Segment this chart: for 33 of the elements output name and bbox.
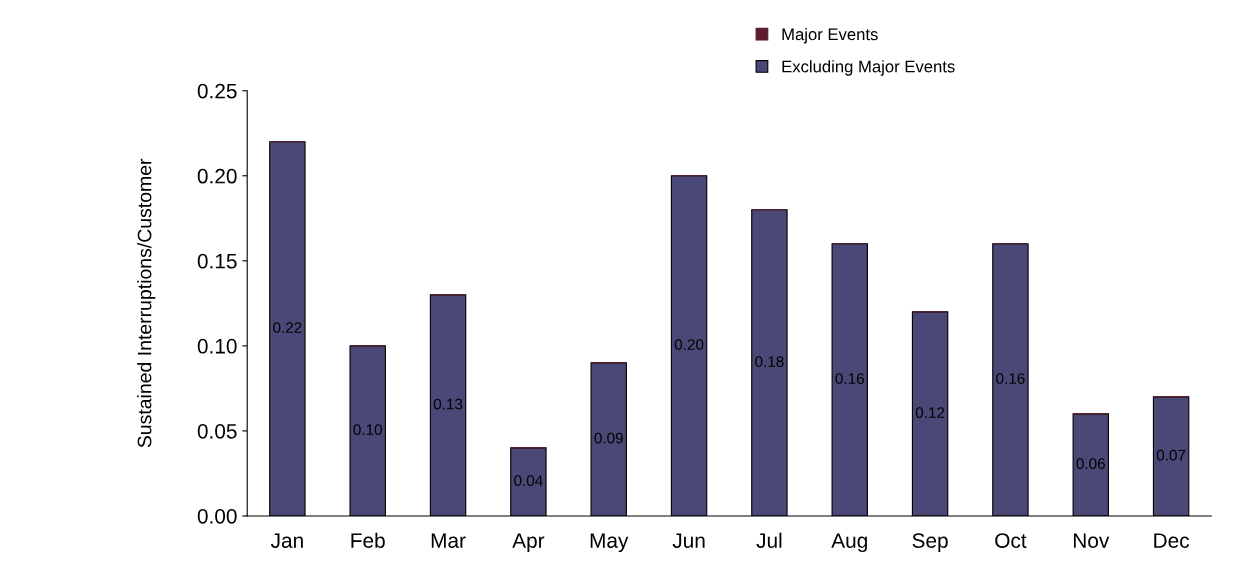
y-axis-title: Sustained Interruptions/Customer: [137, 158, 156, 448]
x-tick-label: Aug: [831, 533, 867, 553]
x-tick-label: Jul: [756, 532, 782, 548]
legend-label: Major Events: [782, 27, 878, 44]
y-tick-label: 0.10: [197, 338, 237, 354]
data-label: 0.16: [835, 373, 864, 384]
data-label: 0.07: [1156, 449, 1186, 461]
legend-label: Excluding Major Events: [782, 60, 955, 76]
data-label: 0.20: [674, 339, 704, 350]
data-label: 0.13: [433, 398, 463, 410]
data-label: 0.09: [594, 432, 623, 444]
data-label: 0.16: [996, 373, 1025, 384]
data-label: 0.04: [514, 475, 543, 487]
data-label: 0.06: [1076, 458, 1105, 470]
x-tick-label: Jun: [672, 533, 705, 548]
x-tick-label: May: [590, 533, 629, 553]
y-tick-label: 0.20: [197, 168, 237, 184]
x-tick-label: Apr: [512, 533, 545, 553]
data-label: 0.18: [755, 356, 784, 367]
x-tick-label: Oct: [995, 533, 1027, 548]
y-tick-label: 0.00: [197, 508, 237, 524]
y-tick-label: 0.15: [197, 253, 237, 269]
x-tick-label: Mar: [431, 533, 466, 548]
y-tick-label: 0.05: [197, 423, 237, 439]
data-label: 0.10: [353, 424, 382, 436]
x-tick-label: Nov: [1073, 533, 1110, 548]
x-tick-label: Jan: [270, 533, 303, 548]
x-tick-label: Dec: [1154, 533, 1190, 548]
y-tick-label: 0.25: [197, 83, 237, 99]
x-tick-label: Sep: [912, 533, 948, 553]
x-tick-label: Feb: [351, 532, 385, 548]
data-label: 0.12: [915, 407, 945, 419]
data-label: 0.22: [273, 322, 302, 333]
